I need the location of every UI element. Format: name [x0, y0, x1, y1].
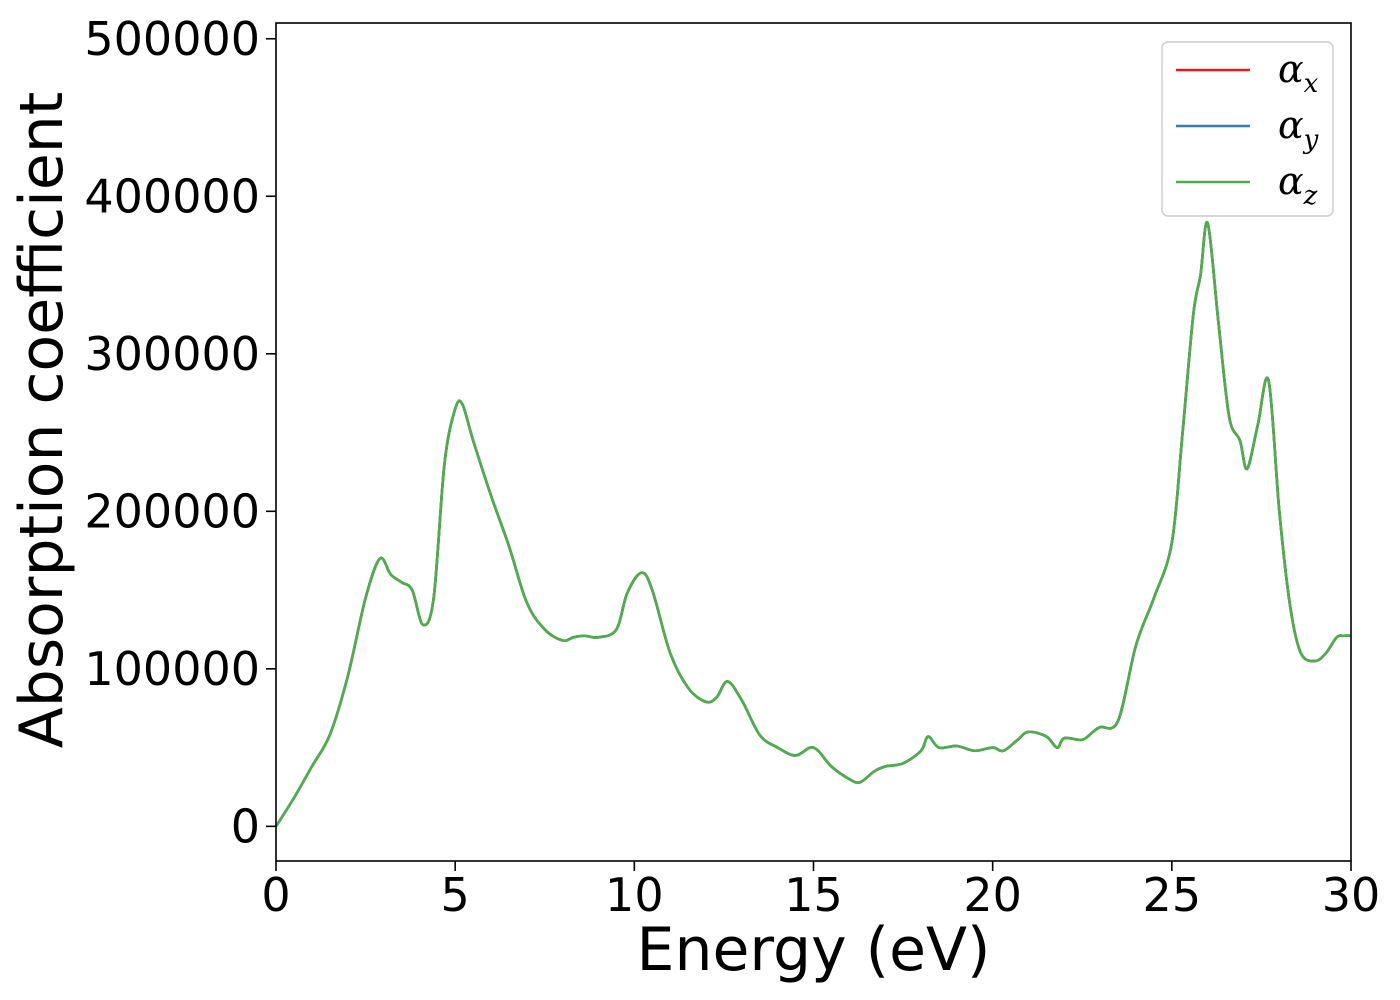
- legend-label-y: αy: [1278, 103, 1319, 155]
- legend-label-x: αx: [1278, 47, 1319, 99]
- x-axis-label: Energy (eV): [637, 915, 991, 985]
- x-tick-label: 5: [441, 868, 470, 922]
- x-tick-label: 0: [261, 868, 290, 922]
- x-tick-label: 30: [1322, 868, 1381, 922]
- y-axis-label: Absorption coefficient: [7, 92, 77, 749]
- legend-label-z: αz: [1278, 159, 1318, 211]
- y-tick-label: 500000: [84, 12, 260, 66]
- legend-label-sub: z: [1303, 181, 1318, 211]
- series-line-z: [274, 220, 1352, 828]
- legend-label-sub: y: [1303, 125, 1319, 155]
- legend-label-base: α: [1278, 159, 1304, 203]
- series-layer: [274, 220, 1352, 828]
- y-tick-label: 300000: [84, 327, 260, 381]
- x-tick-label: 15: [784, 868, 843, 922]
- x-tick-label: 20: [963, 868, 1022, 922]
- y-tick-label: 400000: [84, 169, 260, 223]
- series-line-x: [274, 220, 1352, 828]
- x-axis: 0 5 10 15 20 25 30: [261, 861, 1380, 922]
- y-axis: 0 100000 200000 300000 400000 500000: [84, 12, 276, 853]
- legend-label-base: α: [1278, 47, 1304, 91]
- series-line-y: [274, 220, 1352, 828]
- y-tick-label: 0: [231, 799, 260, 853]
- legend-box: [1161, 41, 1334, 217]
- x-tick-label: 25: [1143, 868, 1202, 922]
- legend-label-base: α: [1278, 103, 1304, 147]
- y-tick-label: 200000: [84, 484, 260, 538]
- legend-label-sub: x: [1304, 69, 1319, 99]
- y-tick-label: 100000: [84, 642, 260, 696]
- x-tick-label: 10: [605, 868, 664, 922]
